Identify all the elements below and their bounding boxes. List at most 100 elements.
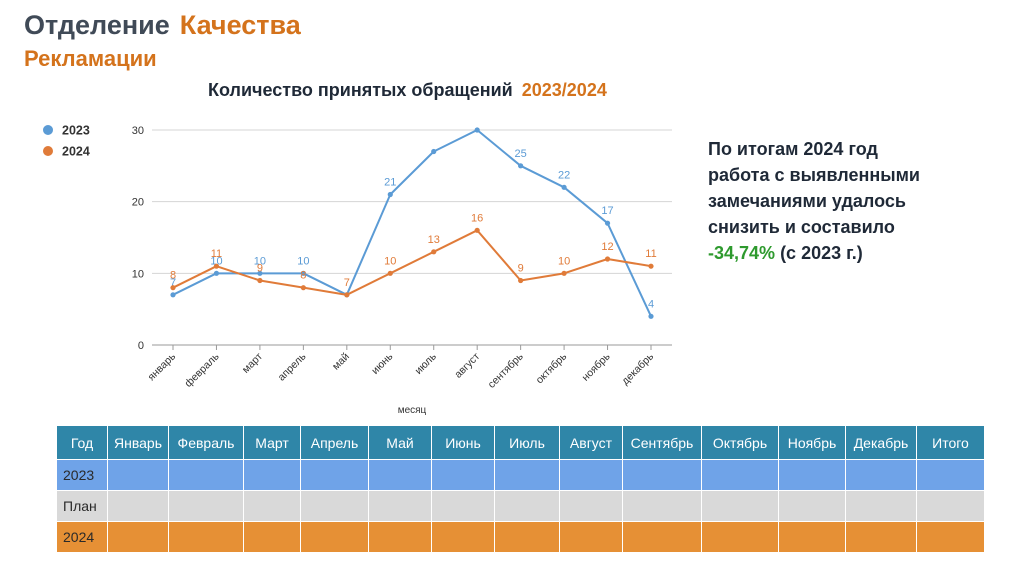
table-cell	[300, 459, 369, 491]
data-label-2023: 22	[558, 169, 570, 181]
title-quality: Качества	[179, 10, 301, 40]
legend-label-2024: 2024	[62, 145, 90, 159]
table-cell	[916, 521, 985, 553]
table-cell	[916, 459, 985, 491]
table-cell	[431, 459, 495, 491]
data-point-2024	[431, 249, 437, 255]
table-header-cell: Март	[243, 425, 301, 460]
chart-title-text: Количество принятых обращений	[208, 80, 513, 100]
x-tick-label: декабрь	[619, 350, 656, 387]
table-cell	[701, 521, 779, 553]
table-header-cell: Январь	[107, 425, 169, 460]
data-point-2023	[561, 184, 567, 190]
data-point-2023	[170, 292, 176, 298]
summary-suffix: (с 2023 г.)	[780, 243, 863, 263]
data-label-2023: 21	[384, 177, 396, 189]
data-point-2024	[300, 285, 306, 291]
table-cell	[845, 521, 917, 553]
series-line-2024	[172, 229, 652, 296]
table-cell	[622, 459, 702, 491]
legend-label-2023: 2023	[62, 124, 90, 138]
table-cell	[243, 521, 301, 553]
data-label-2023: 10	[210, 255, 222, 267]
data-label-2024: 11	[645, 248, 656, 260]
x-tick-label: февраль	[182, 350, 222, 390]
data-point-2024	[518, 277, 524, 284]
table-header-cell: Ноябрь	[778, 425, 846, 460]
data-point-2024	[257, 277, 263, 284]
table-cell	[168, 490, 244, 522]
table-cell	[916, 490, 985, 522]
table-cell	[107, 490, 169, 522]
table-cell	[107, 459, 169, 491]
table-header-cell: Февраль	[168, 425, 244, 460]
table-cell	[845, 459, 917, 491]
table-header-cell: Год	[56, 425, 108, 460]
x-tick-label: май	[330, 351, 352, 373]
table-cell	[243, 459, 301, 491]
table-cell	[368, 490, 432, 522]
table-row: 2024	[56, 521, 985, 553]
summary-line-3: замечаниями удалось	[708, 191, 906, 211]
data-point-2023	[257, 270, 263, 276]
data-label-2024: 13	[428, 234, 440, 246]
data-label-2023: 17	[601, 205, 613, 217]
legend-marker-2024	[43, 146, 53, 156]
table-header-cell: Октябрь	[701, 425, 779, 460]
data-label-2024: 8	[300, 270, 306, 282]
legend-marker-2023	[43, 125, 53, 135]
table-header-cell: Август	[559, 425, 623, 460]
table-header-cell: Апрель	[300, 425, 369, 460]
page-title: Отделение Качества	[24, 10, 301, 41]
x-tick-label: январь	[146, 350, 179, 383]
data-label-2023: 25	[515, 148, 527, 160]
table-header-cell: Май	[368, 425, 432, 460]
table-cell	[622, 521, 702, 553]
title-department: Отделение	[24, 10, 170, 40]
x-tick-label: ноябрь	[580, 350, 613, 383]
data-point-2023	[648, 313, 654, 319]
data-label-2024: 10	[384, 255, 396, 267]
table-header-cell: Итого	[916, 425, 985, 460]
table-row: 2023	[56, 459, 985, 491]
table-cell	[494, 521, 560, 553]
page-subtitle: Рекламации	[24, 46, 157, 71]
data-point-2023	[431, 148, 437, 155]
table-cell	[168, 521, 244, 553]
table-cell	[559, 490, 623, 522]
x-tick-label: июль	[413, 350, 440, 377]
data-label-2023: 7	[170, 277, 176, 289]
data-label-2024: 11	[211, 248, 222, 260]
x-tick-label: сентябрь	[486, 350, 526, 390]
data-point-2023	[300, 270, 306, 276]
x-tick-label: август	[452, 351, 482, 381]
table-cell	[701, 459, 779, 491]
data-point-2024	[474, 227, 480, 233]
data-label-2023: 10	[254, 255, 266, 267]
table-cell	[559, 459, 623, 491]
data-label-2024: 9	[257, 263, 263, 275]
table-cell	[107, 521, 169, 553]
table-header-cell: Июнь	[431, 425, 495, 460]
summary-line-2: работа с выявленными	[708, 165, 920, 185]
table-cell	[431, 490, 495, 522]
chart-title: Количество принятых обращений 2023/2024	[208, 80, 607, 101]
table-row-label: 2024	[56, 521, 108, 553]
data-point-2023	[518, 163, 524, 169]
table-row: План	[56, 490, 985, 522]
data-point-2023	[474, 127, 480, 133]
data-label-2024: 8	[170, 270, 176, 282]
table-cell	[845, 490, 917, 522]
x-tick-label: март	[240, 351, 265, 376]
x-tick-label: апрель	[276, 350, 309, 383]
table-cell	[559, 521, 623, 553]
line-chart: 0 10 20 30 январь февраль март апрель май июнь июл…	[43, 124, 672, 416]
data-label-2024: 7	[344, 277, 350, 289]
table-cell	[701, 490, 779, 522]
y-tick-label: 0	[138, 340, 144, 352]
summary-percent: -34,74%	[708, 243, 776, 263]
table-cell	[368, 459, 432, 491]
data-label-2024: 12	[601, 241, 613, 253]
table-cell	[494, 459, 560, 491]
summary-note: По итогам 2024 год работа с выявленными …	[708, 136, 1008, 266]
